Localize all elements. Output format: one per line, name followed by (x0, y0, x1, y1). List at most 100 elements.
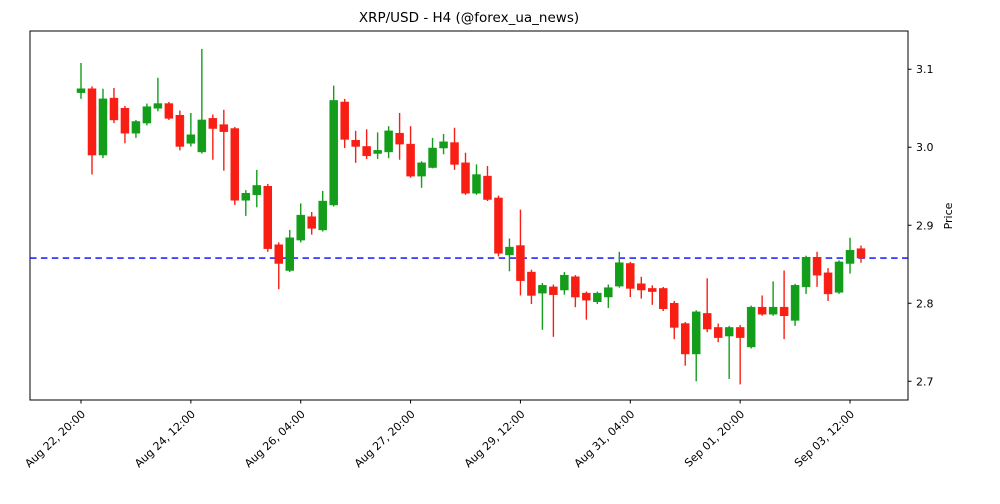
candle (856, 245, 866, 263)
candle-body (527, 271, 536, 296)
candle-body (87, 88, 97, 156)
y-tick-label: 3.1 (916, 63, 934, 76)
y-tick-label: 3.0 (916, 141, 934, 154)
candle (702, 278, 712, 333)
candle (417, 161, 426, 188)
candle (549, 284, 558, 337)
candle-body (669, 303, 679, 328)
candle (757, 295, 767, 316)
candle-body (845, 249, 855, 264)
candle-body (296, 214, 305, 241)
chart-title: XRP/USD - H4 (@forex_ua_news) (359, 10, 579, 26)
candle-body (560, 274, 569, 291)
candle (483, 165, 492, 202)
candle-body (483, 175, 492, 200)
candle-body (779, 306, 789, 316)
y-tick-label: 2.9 (916, 219, 934, 232)
candle-body (285, 237, 294, 271)
candle-body (153, 103, 163, 109)
candle-body (472, 174, 481, 194)
candle (153, 77, 163, 112)
candle (120, 105, 130, 144)
candle-body (582, 292, 591, 301)
candle (142, 103, 152, 126)
candle-body (351, 139, 360, 147)
candle-body (219, 124, 229, 132)
candle (208, 114, 218, 160)
candle (659, 286, 668, 312)
candle (505, 238, 514, 272)
candle-body (384, 130, 393, 153)
candle (648, 285, 657, 305)
candle (724, 325, 734, 379)
candle (680, 321, 690, 366)
candle (779, 270, 789, 340)
candle (98, 88, 108, 159)
candle (604, 284, 613, 308)
candle (351, 130, 360, 163)
candle (461, 152, 470, 195)
candle (263, 183, 273, 252)
candle-body (109, 97, 119, 121)
candle-body (823, 272, 833, 295)
candle (87, 86, 97, 175)
candle (362, 129, 371, 159)
candle-body (263, 185, 273, 249)
candle-body (120, 107, 130, 134)
candle-body (571, 276, 580, 298)
candle-body (461, 162, 470, 194)
candle-body (702, 313, 712, 330)
candle (472, 164, 481, 195)
candle (439, 133, 448, 155)
candle (713, 323, 723, 343)
candle (823, 268, 833, 301)
candle (252, 169, 262, 208)
candle-body (680, 323, 690, 355)
candle-body (746, 306, 756, 348)
candle (285, 229, 294, 273)
candle (494, 195, 503, 257)
candle-body (406, 143, 415, 177)
candle (329, 85, 338, 207)
candle-body (790, 285, 800, 321)
candle (109, 87, 119, 124)
candle-body (274, 244, 283, 264)
candle-body (439, 141, 448, 149)
candle (384, 126, 393, 159)
candle (834, 260, 844, 294)
candle-body (417, 162, 426, 177)
candle-body (735, 327, 745, 338)
candle-body (98, 98, 108, 156)
candle-body (164, 103, 174, 119)
candle (615, 251, 624, 288)
candle (637, 276, 646, 299)
candle-body (538, 285, 547, 294)
candle (428, 137, 437, 169)
candle-body (230, 128, 240, 201)
candle-body (307, 216, 316, 229)
candle (845, 237, 855, 274)
candle (812, 251, 822, 287)
candle-body (834, 261, 844, 293)
candle-body (604, 287, 613, 298)
candle-body (175, 115, 185, 147)
candle (197, 48, 207, 154)
candle (296, 203, 305, 243)
candle (175, 110, 185, 151)
candle (230, 126, 240, 205)
y-tick-label: 2.7 (916, 375, 934, 388)
candle (406, 126, 415, 178)
candle (768, 281, 778, 316)
candle-body (373, 150, 382, 154)
candle (373, 132, 382, 159)
candle (274, 242, 283, 290)
candle (538, 282, 547, 330)
candle-body (186, 134, 196, 144)
candle-body (549, 286, 558, 295)
candle-body (768, 306, 778, 315)
candle (582, 291, 591, 320)
candle-body (659, 288, 668, 309)
candle (593, 291, 602, 305)
candle-body (637, 283, 646, 291)
candle (669, 300, 679, 340)
